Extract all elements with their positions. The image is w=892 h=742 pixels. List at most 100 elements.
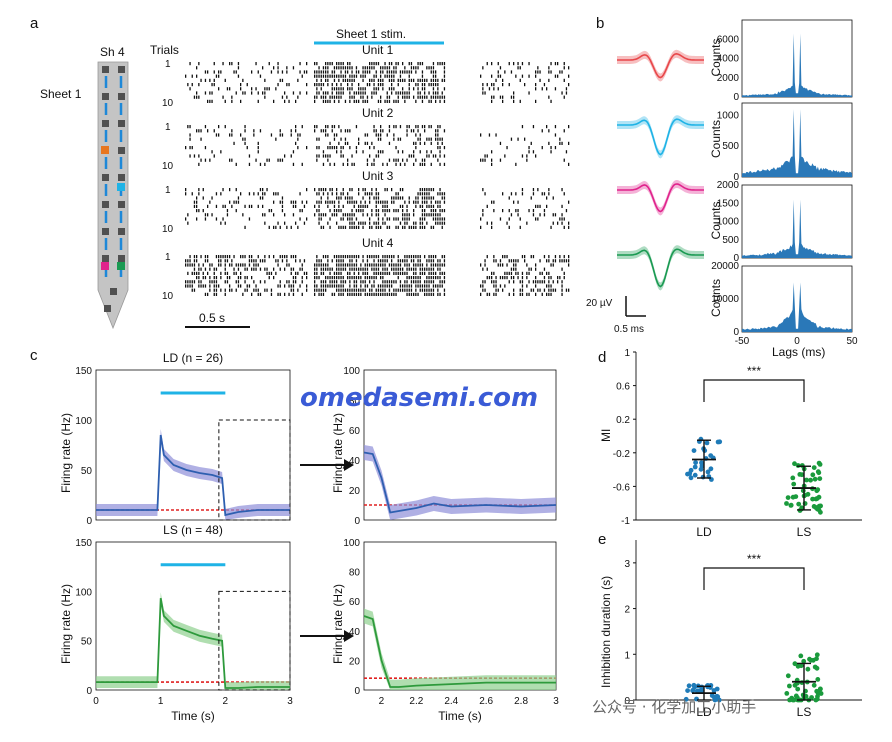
spike-tick: [406, 276, 408, 280]
spike-tick: [395, 196, 397, 200]
spike-tick: [235, 280, 237, 284]
spike-tick: [493, 259, 495, 263]
spike-tick: [318, 204, 320, 208]
spike-tick: [568, 74, 570, 78]
spike-tick: [333, 137, 336, 141]
spike-tick: [279, 78, 281, 82]
spike-tick: [526, 292, 528, 296]
spike-tick: [488, 133, 491, 137]
spike-tick: [318, 91, 320, 95]
spike-tick: [187, 213, 189, 217]
spike-tick: [331, 267, 333, 271]
spike-tick: [491, 225, 493, 229]
spike-tick: [377, 83, 380, 87]
spike-tick: [406, 271, 408, 275]
spike-tick: [375, 129, 377, 133]
spike-tick: [484, 263, 486, 267]
spike-tick: [187, 125, 189, 129]
spike-tick: [322, 129, 325, 133]
acg-bars: [742, 109, 852, 177]
spike-tick: [430, 267, 432, 271]
spike-tick: [435, 221, 437, 225]
spike-tick: [382, 129, 384, 133]
spike-tick: [515, 259, 517, 263]
spike-tick: [275, 192, 277, 196]
spike-tick: [395, 217, 397, 221]
spike-tick: [443, 221, 446, 225]
spike-tick: [191, 192, 193, 196]
spike-tick: [435, 213, 437, 217]
spike-tick: [530, 196, 532, 200]
spike-tick: [384, 259, 386, 263]
spike-tick: [515, 192, 517, 196]
spike-tick: [377, 267, 380, 271]
spike-tick: [417, 200, 419, 204]
spike-tick: [295, 204, 297, 208]
scatter-ytick: 0.6: [616, 382, 630, 393]
spike-tick: [415, 255, 417, 259]
scatter-point: [803, 693, 809, 699]
spike-tick: [251, 91, 253, 95]
spike-tick: [502, 288, 504, 292]
spike-tick: [497, 74, 499, 78]
spike-tick: [399, 74, 402, 78]
spike-tick: [430, 78, 432, 82]
spike-tick: [281, 158, 284, 162]
spike-tick: [351, 188, 353, 192]
spike-tick: [377, 200, 380, 204]
spike-tick: [316, 78, 318, 82]
trial-last-label: 10: [162, 291, 174, 302]
spike-tick: [437, 78, 439, 82]
spike-tick: [408, 87, 410, 91]
spike-tick: [413, 141, 415, 145]
spike-tick: [273, 66, 275, 70]
spike-tick: [270, 292, 273, 296]
spike-tick: [415, 284, 417, 288]
spike-tick: [568, 288, 570, 292]
spike-tick: [314, 83, 316, 87]
spike-tick: [397, 209, 399, 213]
spike-tick: [303, 204, 306, 208]
spike-tick: [369, 66, 371, 70]
spike-tick: [355, 267, 358, 271]
spike-tick: [428, 83, 430, 87]
spike-tick: [275, 225, 277, 229]
spike-tick: [349, 74, 351, 78]
spike-tick: [187, 280, 189, 284]
spike-tick: [384, 209, 386, 213]
spike-tick: [371, 284, 373, 288]
scatter-point: [811, 504, 817, 509]
spike-tick: [432, 66, 435, 70]
spike-tick: [393, 292, 395, 296]
spike-tick: [353, 276, 355, 280]
spike-tick: [360, 288, 362, 292]
spike-tick: [499, 158, 502, 162]
spike-tick: [395, 192, 397, 196]
spike-tick: [430, 263, 432, 267]
spike-tick: [257, 263, 259, 267]
scatter-point: [691, 682, 697, 688]
spike-tick: [355, 74, 358, 78]
spike-tick: [193, 263, 196, 267]
spike-tick: [226, 209, 229, 213]
spike-tick: [362, 87, 364, 91]
spike-tick: [424, 271, 426, 275]
spike-tick: [397, 137, 399, 141]
spike-tick: [244, 225, 246, 229]
spike-tick: [557, 280, 559, 284]
spike-tick: [439, 99, 441, 103]
spike-tick: [495, 276, 497, 280]
spike-tick: [347, 217, 349, 221]
spike-tick: [377, 87, 380, 91]
spike-tick: [517, 213, 519, 217]
spike-tick: [537, 288, 539, 292]
spike-tick: [406, 209, 408, 213]
spike-tick: [419, 188, 421, 192]
spike-tick: [397, 91, 399, 95]
spike-tick: [369, 70, 371, 74]
spike-tick: [316, 74, 318, 78]
spike-tick: [421, 200, 424, 204]
scatter-point: [815, 677, 821, 682]
spike-tick: [399, 125, 402, 129]
spike-tick: [200, 158, 202, 162]
